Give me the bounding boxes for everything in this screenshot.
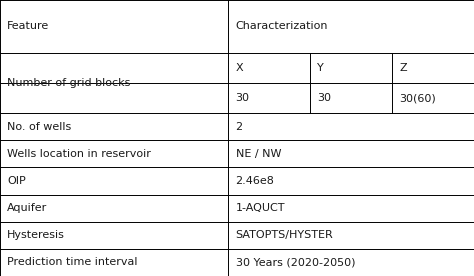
Text: 30: 30 [236,93,250,103]
Text: Wells location in reservoir: Wells location in reservoir [7,149,151,159]
Text: Prediction time interval: Prediction time interval [7,258,137,267]
Text: Feature: Feature [7,22,49,31]
Text: Number of grid blocks: Number of grid blocks [7,78,130,88]
Text: Hysteresis: Hysteresis [7,230,65,240]
Text: 1-AQUCT: 1-AQUCT [236,203,285,213]
Text: Characterization: Characterization [236,22,328,31]
Text: 2.46e8: 2.46e8 [236,176,274,186]
Text: SATOPTS/HYSTER: SATOPTS/HYSTER [236,230,333,240]
Text: Aquifer: Aquifer [7,203,47,213]
Text: NE / NW: NE / NW [236,149,281,159]
Text: 2: 2 [236,122,243,132]
Text: No. of wells: No. of wells [7,122,72,132]
Text: 30 Years (2020-2050): 30 Years (2020-2050) [236,258,355,267]
Text: 30: 30 [318,93,331,103]
Text: Z: Z [399,63,407,73]
Text: Y: Y [318,63,324,73]
Text: X: X [236,63,243,73]
Text: OIP: OIP [7,176,26,186]
Text: 30(60): 30(60) [399,93,436,103]
